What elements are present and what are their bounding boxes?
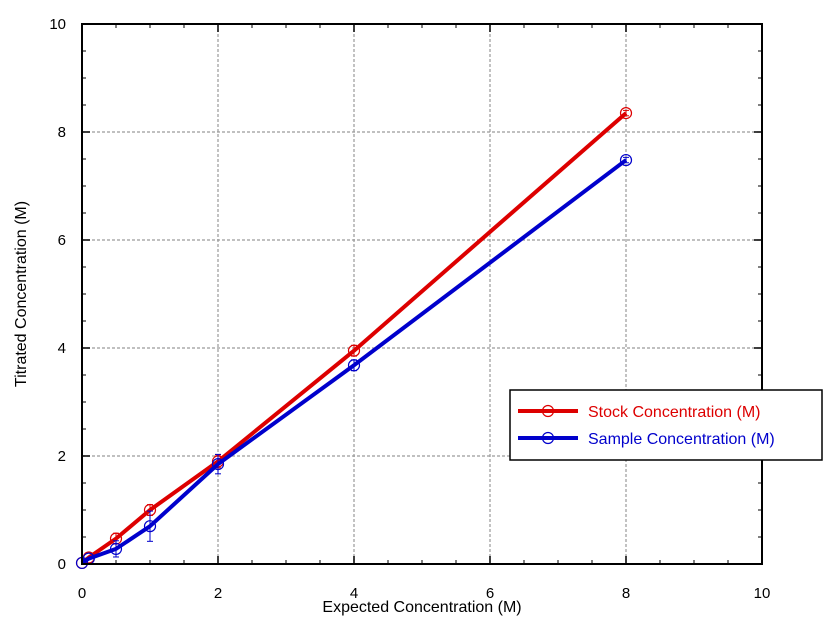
legend-label: Stock Concentration (M) (588, 404, 761, 421)
x-axis-label: Expected Concentration (M) (322, 599, 521, 616)
y-tick-label: 6 (58, 232, 66, 249)
tick-labels: 0 2 4 6 8 10 0 2 4 6 8 10 (49, 16, 770, 602)
data-point (109, 542, 123, 555)
x-tick-label: 6 (486, 585, 494, 602)
data-point (619, 153, 633, 167)
error-bar (215, 453, 221, 475)
data-point (143, 520, 157, 533)
x-tick-label: 4 (350, 585, 358, 602)
legend-item: Sample Concentration (M) (518, 431, 775, 448)
error-bar (147, 510, 153, 542)
y-tick-label: 4 (58, 340, 66, 357)
legend-marker (541, 431, 555, 445)
y-tick-label: 2 (58, 448, 66, 465)
x-tick-label: 2 (214, 585, 222, 602)
y-tick-label: 8 (58, 124, 66, 141)
grid-lines (82, 24, 762, 564)
data-point (347, 344, 361, 357)
x-tick-label: 8 (622, 585, 630, 602)
legend-item: Stock Concentration (M) (518, 404, 761, 421)
legend: Stock Concentration (M) Sample Concentrat… (509, 389, 823, 461)
y-axis-label: Titrated Concentration (M) (13, 201, 30, 387)
legend-box (509, 389, 823, 461)
axis-ticks (81, 23, 763, 565)
y-tick-label: 0 (58, 556, 66, 573)
data-point (211, 458, 225, 471)
x-tick-label: 0 (78, 585, 86, 602)
error-bar (623, 156, 629, 164)
data-point (619, 106, 633, 120)
plot-frame (81, 23, 763, 565)
data-point (347, 359, 361, 372)
error-bar (623, 109, 629, 117)
legend-marker (541, 404, 555, 418)
legend-label: Sample Concentration (M) (588, 431, 775, 448)
x-tick-label: 10 (754, 585, 771, 602)
y-tick-label: 10 (49, 16, 66, 33)
